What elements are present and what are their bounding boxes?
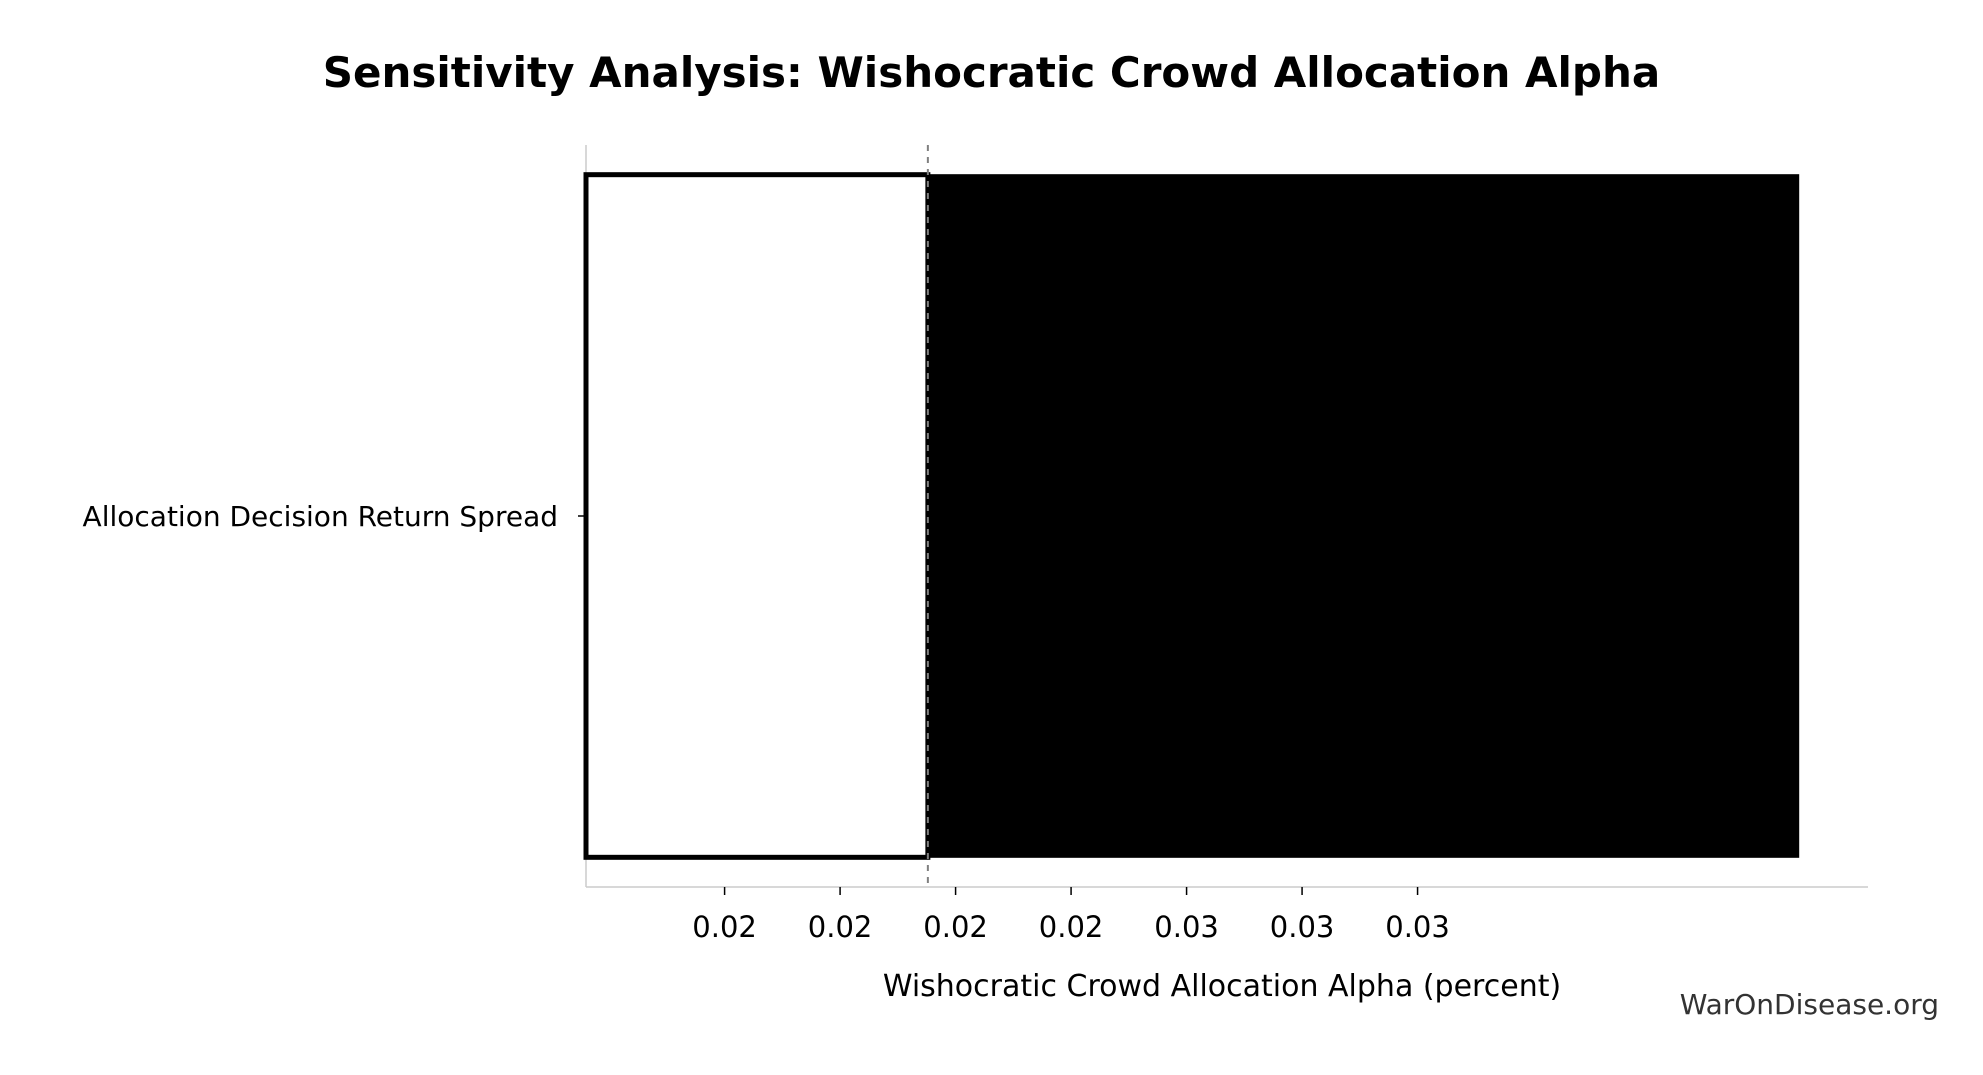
x-tick-label: 0.03 <box>1270 910 1335 944</box>
high-bar <box>927 174 1800 858</box>
low-bar <box>583 172 931 860</box>
x-tick-label: 0.03 <box>1154 910 1219 944</box>
y-tick-labels: Allocation Decision Return Spread <box>83 500 586 533</box>
y-tick-label: Allocation Decision Return Spread <box>83 500 558 533</box>
chart-title: Sensitivity Analysis: Wishocratic Crowd … <box>322 48 1661 97</box>
x-tick-label: 0.02 <box>692 910 757 944</box>
x-tick-label: 0.02 <box>808 910 873 944</box>
x-ticks: 0.02 0.02 0.02 0.02 0.03 0.03 0.03 <box>692 887 1450 944</box>
x-axis-label: Wishocratic Crowd Allocation Alpha (perc… <box>883 969 1561 1004</box>
bars <box>583 145 1800 887</box>
x-tick-label: 0.02 <box>1039 910 1104 944</box>
x-tick-label: 0.02 <box>923 910 988 944</box>
watermark: WarOnDisease.org <box>1679 988 1939 1021</box>
x-tick-label: 0.03 <box>1385 910 1450 944</box>
